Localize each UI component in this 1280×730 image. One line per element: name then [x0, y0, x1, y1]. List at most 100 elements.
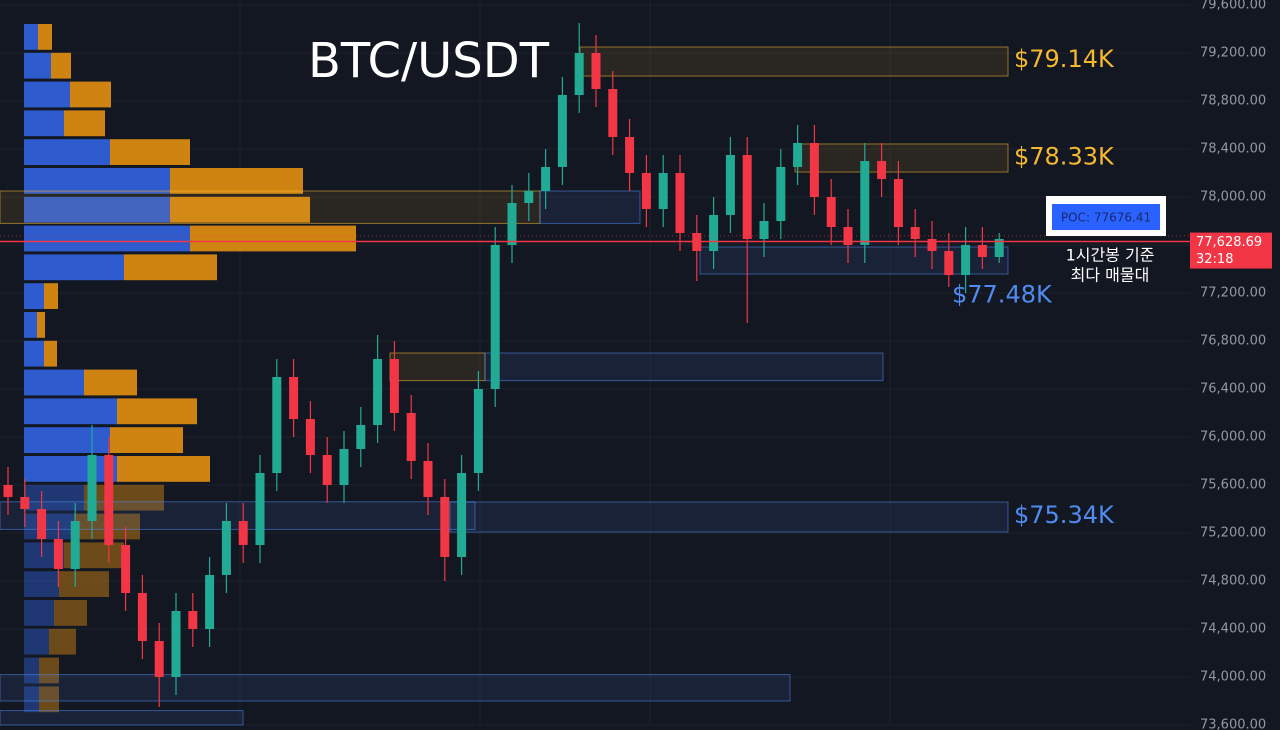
price-zone: [699, 246, 1009, 275]
volume-profile-bar: [38, 24, 52, 50]
volume-profile-bar: [39, 686, 59, 713]
candle-body: [356, 425, 366, 449]
price-zone: [484, 352, 884, 382]
volume-profile-bar: [170, 196, 310, 223]
volume-profile-bar: [24, 110, 64, 137]
volume-profile-bar: [110, 139, 190, 165]
current-price-tag: [1190, 232, 1272, 269]
volume-profile-bar: [24, 600, 54, 626]
candle-body: [910, 227, 920, 239]
candle-body: [205, 575, 215, 629]
candle-body: [37, 509, 47, 539]
candle-body: [658, 173, 668, 209]
volume-profile-bar: [49, 628, 76, 655]
y-tick-label: 76,400.00: [1200, 382, 1266, 397]
candle-body: [339, 449, 349, 485]
candle-body: [20, 497, 30, 509]
candle-body: [557, 95, 567, 167]
volume-profile-bar: [24, 657, 39, 684]
volume-profile-bar: [24, 456, 117, 482]
volume-profile-bar: [84, 369, 137, 396]
candle-body: [759, 221, 769, 239]
candle-body: [171, 611, 181, 677]
y-tick-label: 76,000.00: [1200, 430, 1266, 445]
volume-profile-bar: [59, 571, 109, 597]
candle-body: [104, 455, 114, 545]
volume-profile-bar: [51, 52, 71, 79]
y-tick-label: 75,600.00: [1200, 478, 1266, 493]
volume-profile-bar: [24, 168, 170, 194]
price-zone: [794, 143, 1009, 173]
candle-body: [322, 455, 332, 485]
candle-body: [742, 155, 752, 239]
volume-profile-bar: [24, 283, 44, 309]
candle-body: [53, 539, 63, 569]
volume-profile-bar: [24, 427, 110, 453]
volume-profile-bar: [24, 484, 84, 511]
price-zone: [579, 46, 1009, 77]
candle-body: [473, 389, 483, 473]
volume-profile-bar: [39, 657, 59, 684]
candle-body: [826, 197, 836, 227]
zone-price-label: $79.14K: [1014, 45, 1115, 73]
price-zone: [449, 501, 1009, 533]
volume-profile-bar: [24, 24, 38, 50]
volume-profile-bar: [24, 513, 74, 540]
volume-profile-bar: [64, 110, 105, 137]
candle-body: [389, 359, 399, 413]
y-tick-label: 74,800.00: [1200, 574, 1266, 589]
volume-profile-bar: [124, 254, 217, 281]
candle-body: [994, 239, 1004, 257]
volume-profile-bar: [24, 81, 70, 108]
candle-body: [625, 137, 635, 173]
candle-body: [877, 161, 887, 179]
price-zone: [539, 190, 641, 224]
candle-body: [927, 239, 937, 251]
candle-body: [272, 377, 282, 473]
candle-body: [457, 473, 467, 557]
y-tick-label: 74,000.00: [1200, 670, 1266, 685]
candle-body: [238, 521, 248, 545]
zone-price-label: $75.34K: [1014, 501, 1115, 529]
volume-profile-bar: [190, 225, 356, 252]
candle-body: [507, 203, 517, 245]
volume-profile-bar: [24, 571, 59, 597]
candle-body: [893, 179, 903, 227]
candle-body: [70, 521, 80, 569]
price-zone: [0, 674, 791, 702]
candle-body: [977, 245, 987, 257]
candle-body: [524, 191, 534, 203]
candle-body: [423, 461, 433, 497]
candle-body: [87, 455, 97, 521]
zone-price-label: $77.48K: [952, 280, 1053, 308]
volume-profile-bar: [54, 600, 87, 626]
volume-profile-bar: [170, 168, 303, 194]
candle-body: [725, 155, 735, 215]
zone-price-label: $78.33K: [1014, 142, 1115, 170]
poc-badge: [1052, 204, 1160, 230]
candle-body: [776, 167, 786, 221]
y-tick-label: 74,400.00: [1200, 622, 1266, 637]
candle-body: [3, 485, 13, 497]
volume-profile-bar: [84, 484, 164, 511]
candle-body: [709, 215, 719, 251]
volume-profile-bar: [110, 427, 183, 453]
y-tick-label: 76,800.00: [1200, 334, 1266, 349]
candle-body: [221, 521, 231, 575]
candle-body: [675, 173, 685, 233]
candle-body: [641, 173, 651, 209]
candle-body: [289, 377, 299, 419]
candle-body: [490, 245, 500, 389]
volume-profile-bar: [24, 686, 39, 713]
candle-body: [608, 89, 618, 137]
volume-profile-bar: [37, 312, 45, 338]
candle-body: [137, 593, 147, 641]
volume-profile-bar: [24, 312, 37, 338]
candle-body: [440, 497, 450, 557]
poc-label: POC: 77676.41: [1061, 211, 1151, 225]
candle-body: [373, 359, 383, 425]
candle-body: [591, 53, 601, 89]
volume-profile-bar: [24, 369, 84, 396]
volume-profile-bar: [117, 398, 197, 425]
volume-profile-bar: [24, 196, 170, 223]
